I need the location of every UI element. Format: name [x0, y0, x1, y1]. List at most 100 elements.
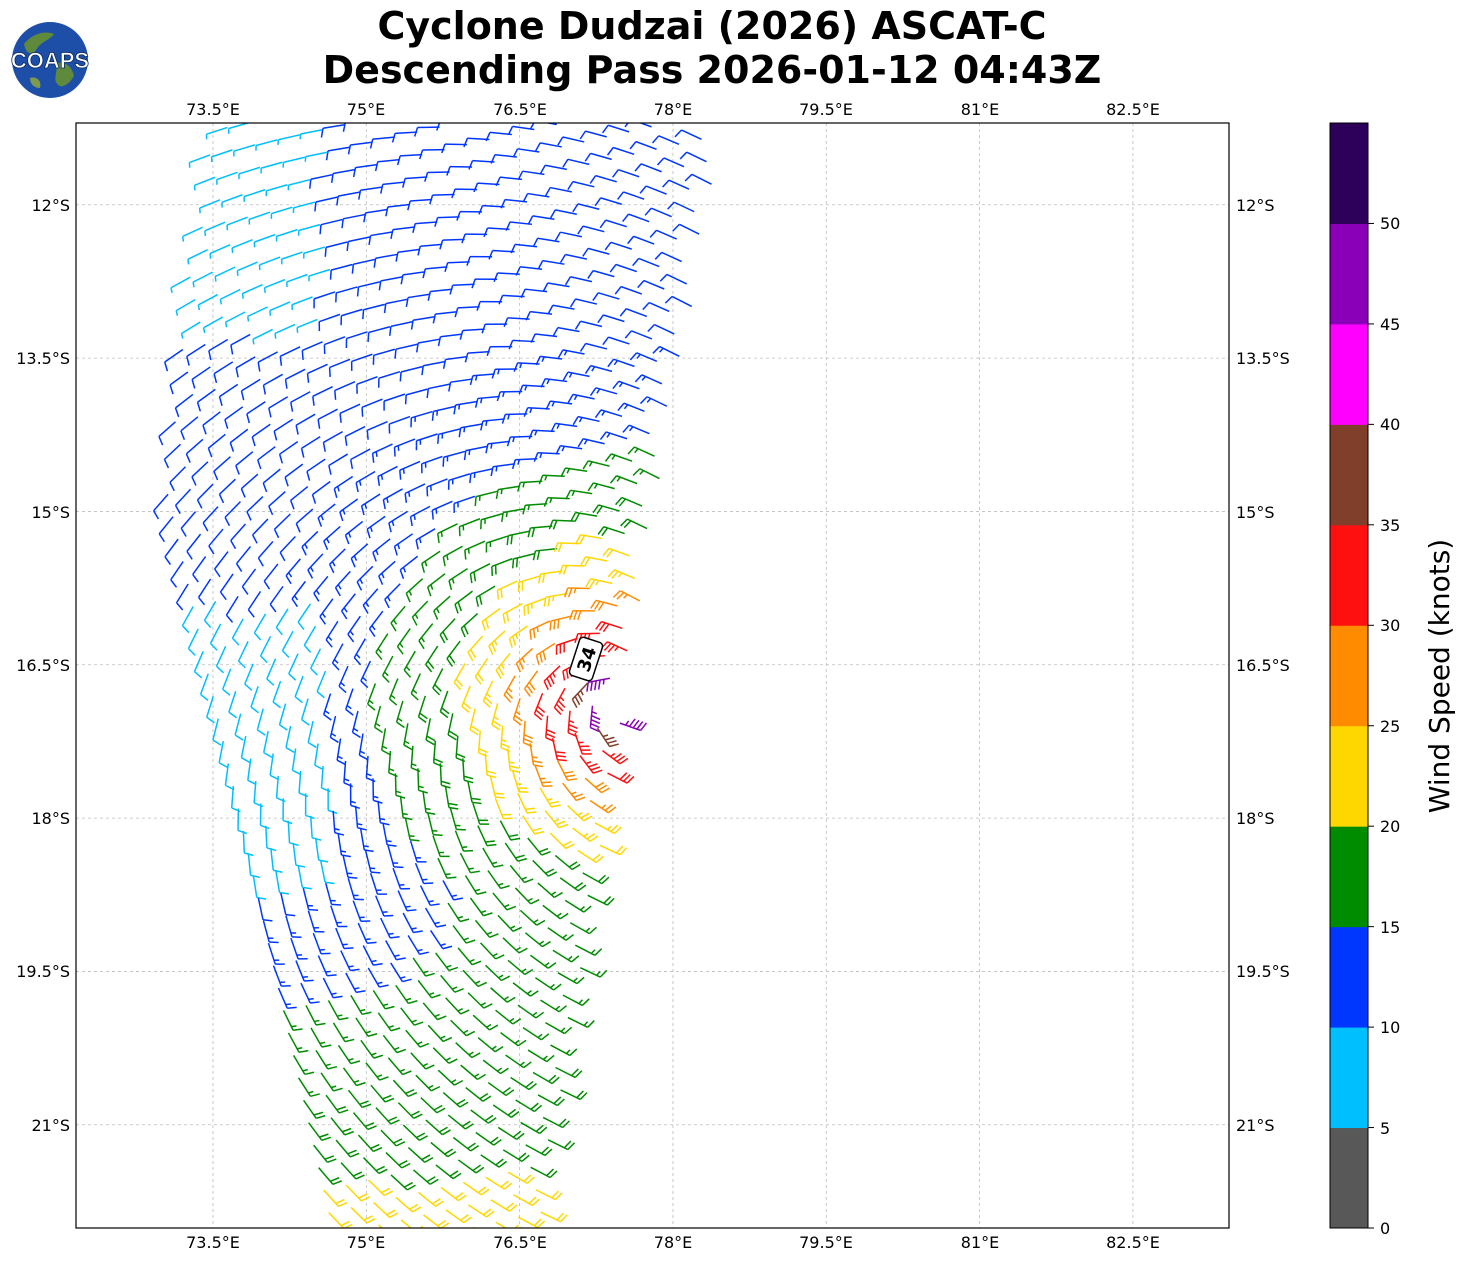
- lon-ticks-top: 73.5°E 75°E 76.5°E 78°E 79.5°E 81°E 82.5…: [186, 100, 1160, 119]
- wind-barb: [422, 1002, 447, 1021]
- wind-barb: [617, 402, 645, 412]
- wind-barb: [549, 209, 577, 219]
- wind-barb: [632, 468, 660, 480]
- colorbar-bin: [1330, 323, 1368, 425]
- wind-barb: [356, 375, 378, 394]
- wind-barb: [367, 326, 391, 343]
- wind-barb: [440, 1186, 467, 1202]
- wind-barb: [248, 211, 271, 225]
- wind-barb: [529, 620, 551, 640]
- wind-barb: [208, 338, 229, 361]
- wind-barb: [255, 139, 278, 151]
- wind-barb: [302, 1099, 326, 1120]
- colorbar-bin: [1330, 926, 1368, 1028]
- wind-barb: [325, 1094, 349, 1114]
- wind-barb: [435, 952, 459, 972]
- wind-barb: [498, 294, 525, 305]
- wind-barb: [594, 822, 622, 835]
- wind-barb: [180, 511, 197, 537]
- wind-barb: [383, 393, 406, 411]
- wind-barb: [333, 475, 354, 499]
- wind-barb: [262, 468, 281, 493]
- wind-barb: [542, 1116, 570, 1129]
- colorbar-bin: [1330, 826, 1368, 928]
- wind-barb: [506, 435, 533, 447]
- wind-barb: [374, 895, 394, 917]
- wind-barb: [494, 797, 513, 820]
- wind-barb: [584, 152, 612, 162]
- wind-barb: [496, 390, 523, 402]
- wind-barb: [363, 1157, 388, 1175]
- wind-barb: [457, 1159, 485, 1174]
- wind-barb: [372, 538, 391, 562]
- wind-barb: [458, 423, 483, 438]
- wind-barb: [587, 482, 615, 492]
- wind-barb: [446, 165, 473, 176]
- wind-barb: [459, 328, 485, 340]
- wind-barb: [461, 233, 488, 244]
- wind-barb: [589, 174, 617, 184]
- wind-barb: [246, 496, 264, 521]
- wind-barb: [481, 323, 508, 334]
- logo-text: COAPS: [11, 48, 89, 73]
- wind-barb: [437, 857, 457, 879]
- wind-barb: [342, 123, 347, 132]
- wind-barb: [319, 598, 334, 625]
- wind-barb: [478, 204, 505, 215]
- wind-barb: [592, 504, 620, 515]
- wind-barb: [512, 698, 523, 726]
- wind-barb: [523, 597, 546, 616]
- wind-barb: [257, 446, 276, 470]
- wind-barb: [240, 735, 251, 764]
- wind-barb: [604, 453, 633, 462]
- wind-barb: [256, 708, 266, 736]
- wind-barb: [272, 680, 282, 709]
- wind-barb: [545, 400, 573, 410]
- wind-barb: [380, 917, 400, 939]
- wind-barb: [448, 568, 468, 590]
- wind-barb: [474, 919, 499, 938]
- lat-tick-label: 16.5°S: [1236, 656, 1290, 675]
- wind-barb: [508, 625, 528, 648]
- wind-barb: [417, 243, 443, 256]
- wind-barb: [213, 361, 234, 384]
- wind-barb: [437, 523, 458, 543]
- wind-barb: [362, 303, 386, 320]
- wind-barb: [212, 718, 222, 746]
- wind-barb: [667, 201, 695, 213]
- wind-barb: [463, 137, 490, 148]
- wind-barb: [439, 238, 465, 250]
- wind-barb: [412, 957, 435, 977]
- wind-barb: [400, 1219, 424, 1228]
- wind-barb: [358, 186, 383, 200]
- wind-barb: [627, 446, 655, 457]
- wind-barb: [469, 708, 480, 736]
- wind-barb: [221, 668, 232, 696]
- wind-barb: [380, 1129, 406, 1147]
- wind-barb: [275, 228, 298, 242]
- lon-tick-label: 81°E: [961, 100, 999, 119]
- wind-barb: [214, 551, 229, 578]
- wind-barb: [459, 852, 480, 874]
- wind-barb: [572, 203, 600, 213]
- wind-barb: [388, 678, 399, 706]
- wind-barb: [524, 670, 539, 697]
- wind-barb: [269, 585, 284, 613]
- wind-barb: [275, 870, 290, 895]
- lon-tick-label: 78°E: [654, 1233, 692, 1252]
- wind-barb: [330, 168, 355, 183]
- wind-barb: [420, 455, 443, 474]
- wind-barb: [205, 126, 228, 140]
- wind-barb: [543, 497, 570, 507]
- wind-barb: [402, 912, 423, 934]
- wind-barb: [347, 615, 361, 643]
- wind-barb: [243, 189, 266, 202]
- wind-barb: [447, 713, 458, 741]
- wind-barb: [295, 960, 314, 982]
- wind-barb: [664, 295, 693, 308]
- wind-barb: [477, 825, 497, 847]
- wind-barb: [269, 301, 291, 316]
- wind-barb: [393, 438, 416, 457]
- wind-barb: [353, 638, 367, 666]
- wind-barb: [562, 994, 590, 1007]
